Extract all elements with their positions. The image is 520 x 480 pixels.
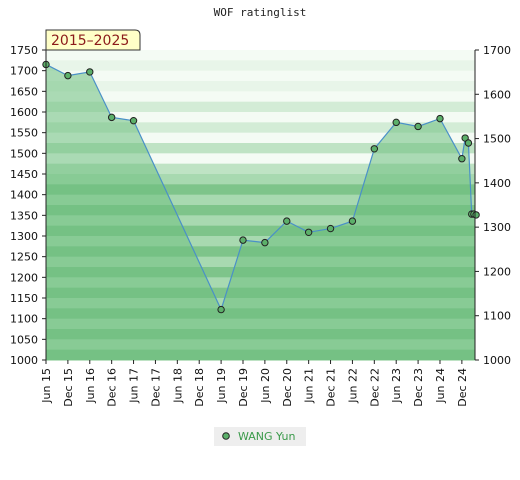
x-tick-label: Jun 21: [303, 368, 316, 404]
left-tick-label: 1000: [10, 354, 38, 367]
left-tick-label: 1450: [10, 168, 38, 181]
data-point: [239, 236, 247, 244]
band: [46, 236, 475, 247]
x-tick-label: Jun 22: [346, 368, 359, 404]
data-point: [261, 238, 269, 247]
data-point: [458, 155, 466, 163]
data-point: [348, 217, 357, 225]
data-point: [217, 305, 225, 314]
right-tick-label: 1500: [483, 133, 511, 146]
left-tick-label: 1700: [10, 65, 38, 78]
x-tick-label: Jun 17: [128, 368, 141, 404]
data-point: [64, 71, 72, 80]
right-tick-label: 1700: [483, 44, 511, 57]
x-tick-label: Dec 23: [412, 368, 425, 407]
band: [46, 153, 475, 165]
band: [46, 132, 475, 144]
band: [46, 70, 475, 82]
x-tick-label: Jun 24: [434, 368, 447, 404]
period-badge: 2015–2025: [45, 29, 141, 51]
x-tick-label: Dec 20: [281, 368, 294, 407]
data-point: [107, 113, 116, 122]
right-tick-label: 1200: [483, 265, 511, 278]
band: [46, 215, 475, 227]
x-tick-label: Jun 19: [215, 368, 228, 404]
left-tick-label: 1650: [10, 85, 38, 98]
x-tick-label: Dec 22: [368, 368, 381, 407]
left-tick-label: 1500: [10, 147, 38, 160]
x-tick-label: Dec 18: [193, 368, 206, 407]
left-tick-label: 1600: [10, 106, 38, 119]
legend[interactable]: WANG Yun: [214, 427, 306, 446]
right-tick-label: 1100: [483, 310, 511, 323]
band: [46, 163, 475, 175]
x-tick-label: Dec 21: [325, 368, 338, 407]
band: [46, 194, 475, 206]
left-tick-label: 1250: [10, 251, 38, 264]
legend-marker: [222, 432, 230, 440]
band: [46, 81, 475, 92]
band: [46, 112, 475, 123]
legend-series-name: WANG Yun: [238, 430, 295, 443]
band: [46, 91, 475, 103]
band: [46, 143, 475, 154]
left-tick-label: 1200: [10, 271, 38, 284]
data-point: [461, 134, 469, 142]
left-axis-ticks: 1000 1050 1100 1150 1200 1250 1300 1350 1400 1450…: [10, 44, 46, 367]
x-axis-ticks: Jun 15 Dec 15 Jun 16 Dec 16 Jun 17 Dec 17 Jun …: [40, 360, 469, 407]
data-point: [464, 139, 473, 147]
left-tick-label: 1550: [10, 127, 38, 140]
right-tick-label: 1400: [483, 177, 511, 190]
x-tick-label: Jun 20: [259, 368, 272, 404]
right-tick-label: 1300: [483, 221, 511, 234]
band: [46, 101, 475, 113]
left-tick-label: 1300: [10, 230, 38, 243]
band: [46, 174, 475, 185]
axes: [45, 50, 476, 360]
left-tick-label: 1750: [10, 44, 38, 57]
right-tick-label: 1000: [483, 354, 511, 367]
x-tick-label: Jun 18: [171, 368, 184, 404]
left-tick-label: 1150: [10, 292, 38, 305]
series-markers: [42, 60, 480, 314]
band: [46, 225, 475, 237]
band: [46, 205, 475, 216]
right-tick-label: 1600: [483, 88, 511, 101]
data-point: [304, 228, 313, 236]
area-fill: [46, 64, 475, 360]
band: [46, 122, 475, 134]
x-tick-label: Dec 24: [456, 368, 469, 407]
period-label: 2015–2025: [51, 33, 129, 49]
right-axis-ticks: 1000 1100 1200 1300 1400 1500 1600 1700: [475, 44, 511, 367]
x-tick-label: Jun 15: [40, 368, 53, 404]
left-tick-label: 1400: [10, 189, 38, 202]
data-point: [86, 68, 94, 76]
data-point: [129, 116, 138, 125]
series-area: [46, 64, 475, 360]
x-tick-label: Jun 16: [84, 368, 97, 404]
x-tick-label: Dec 16: [106, 368, 119, 407]
data-point: [472, 211, 480, 219]
x-tick-label: Jun 23: [390, 368, 403, 404]
data-point: [283, 217, 291, 225]
data-point: [370, 145, 379, 153]
left-tick-label: 1100: [10, 313, 38, 326]
band: [46, 60, 475, 72]
left-tick-label: 1050: [10, 333, 38, 346]
data-point: [326, 224, 335, 233]
x-tick-label: Dec 19: [237, 368, 250, 407]
chart-title: WOF ratinglist: [214, 6, 307, 19]
x-tick-label: Dec 17: [149, 368, 162, 407]
band: [46, 184, 475, 196]
data-point: [436, 114, 444, 123]
data-point: [392, 118, 400, 127]
band: [46, 50, 475, 61]
data-point: [414, 122, 422, 131]
left-tick-label: 1350: [10, 209, 38, 222]
legend-box: [214, 427, 306, 446]
x-tick-label: Dec 15: [62, 368, 75, 407]
